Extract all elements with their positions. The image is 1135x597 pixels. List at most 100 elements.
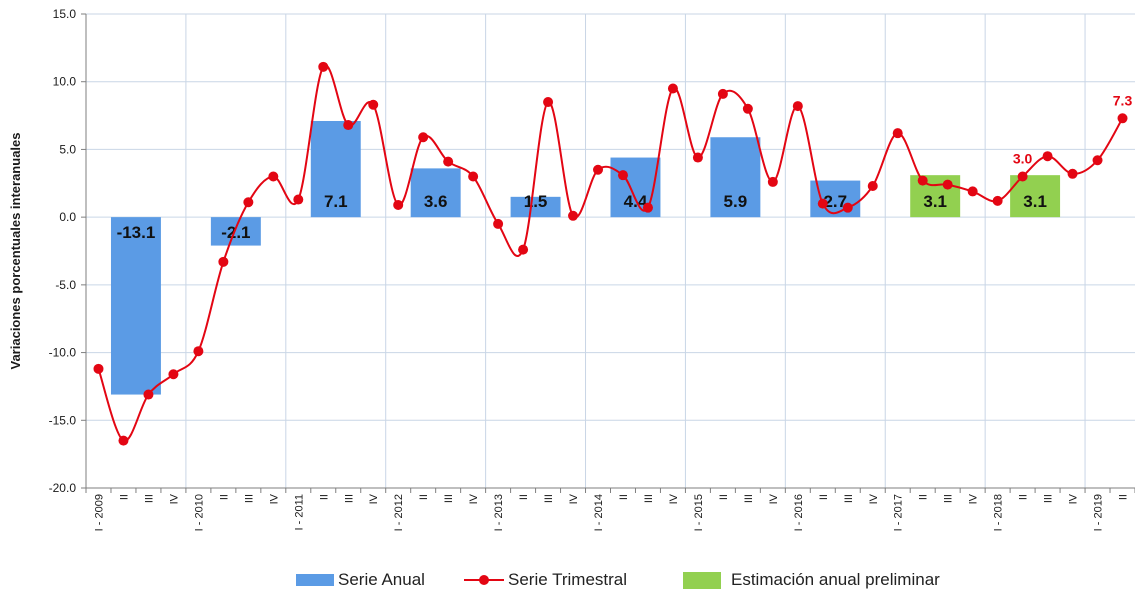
quarterly-point-14 bbox=[443, 156, 454, 167]
annual-bar-label-2012: 3.6 bbox=[424, 192, 448, 211]
x-tick-label: IV bbox=[268, 493, 280, 504]
annual-bar-label-2018: 3.1 bbox=[1023, 192, 1047, 211]
annual-bar-label-2013: 1.5 bbox=[524, 192, 548, 211]
x-tick-label: III bbox=[343, 494, 355, 503]
legend-item-serie-trimestral: Serie Trimestral bbox=[464, 570, 627, 590]
quarterly-point-37 bbox=[1017, 171, 1028, 182]
x-tick-label: II bbox=[1118, 494, 1130, 500]
quarterly-point-23 bbox=[667, 83, 678, 94]
annual-bar-2009 bbox=[110, 217, 161, 395]
quarterly-point-12 bbox=[393, 199, 404, 210]
legend-swatch-preliminar bbox=[683, 571, 721, 589]
quarterly-point-32 bbox=[892, 128, 903, 139]
legend-label-anual: Serie Anual bbox=[338, 570, 425, 589]
annual-bar-label-2017: 3.1 bbox=[923, 192, 947, 211]
annual-bar-2011 bbox=[310, 120, 361, 218]
y-tick-label: -20.0 bbox=[49, 481, 77, 495]
y-tick-label: 10.0 bbox=[53, 75, 77, 89]
x-tick-label: II bbox=[118, 494, 130, 500]
x-tick-label: I - 2014 bbox=[593, 494, 605, 531]
x-tick-label: II bbox=[918, 494, 930, 500]
y-tick-label: -15.0 bbox=[49, 413, 77, 427]
quarterly-point-36 bbox=[992, 195, 1003, 206]
quarterly-point-17 bbox=[518, 244, 529, 255]
x-tick-label: II bbox=[818, 494, 830, 500]
x-tick-label: I - 2009 bbox=[93, 494, 105, 531]
quarterly-point-13 bbox=[418, 132, 429, 143]
x-tick-label: III bbox=[1043, 494, 1055, 503]
x-tick-label: II bbox=[418, 494, 430, 500]
x-tick-label: I - 2012 bbox=[393, 494, 405, 531]
quarterly-point-11 bbox=[368, 99, 379, 110]
x-tick-label: I - 2018 bbox=[993, 494, 1005, 531]
annual-bar-label-2009: -13.1 bbox=[117, 223, 156, 242]
annual-bar-2010 bbox=[210, 217, 261, 246]
quarterly-point-18 bbox=[543, 97, 554, 108]
x-tick-label: II bbox=[318, 494, 330, 500]
annual-bar-label-2016: 2.7 bbox=[823, 192, 847, 211]
x-tick-label: II bbox=[218, 494, 230, 500]
quarterly-point-38 bbox=[1042, 151, 1053, 162]
x-tick-label: III bbox=[443, 494, 455, 503]
x-tick-label: IV bbox=[168, 493, 180, 504]
quarterly-point-35 bbox=[967, 186, 978, 197]
quarterly-point-28 bbox=[792, 101, 803, 112]
legend-label-trimestral: Serie Trimestral bbox=[508, 570, 628, 589]
quarterly-point-8 bbox=[293, 194, 304, 205]
quarterly-point-19 bbox=[568, 210, 579, 221]
x-tick-label: I - 2015 bbox=[693, 494, 705, 531]
quarterly-point-4 bbox=[193, 346, 204, 357]
quarterly-point-20 bbox=[593, 164, 604, 175]
quarterly-point-22 bbox=[642, 202, 653, 213]
x-tick-label: III bbox=[643, 494, 655, 503]
quarterly-point-16 bbox=[493, 218, 504, 229]
quarterly-point-label: 3.0 bbox=[1013, 151, 1033, 167]
x-tick-label: II bbox=[618, 494, 630, 500]
x-tick-label: IV bbox=[1068, 493, 1080, 504]
x-tick-label: IV bbox=[668, 493, 680, 504]
quarterly-point-27 bbox=[767, 176, 778, 187]
annual-bar-label-2011: 7.1 bbox=[324, 192, 348, 211]
quarterly-point-30 bbox=[842, 202, 853, 213]
y-axis-title: Variaciones porcentuales interanuales bbox=[8, 133, 23, 370]
quarterly-point-15 bbox=[468, 171, 479, 182]
quarterly-point-10 bbox=[343, 120, 354, 131]
quarterly-point-34 bbox=[942, 179, 953, 190]
x-tick-label: III bbox=[843, 494, 855, 503]
quarterly-point-label: 7.3 bbox=[1113, 92, 1133, 108]
x-tick-label: II bbox=[518, 494, 530, 500]
y-tick-label: 0.0 bbox=[59, 210, 76, 224]
quarterly-point-0 bbox=[93, 363, 104, 374]
quarterly-point-29 bbox=[817, 198, 828, 209]
annual-bar-2013 bbox=[510, 196, 561, 218]
y-tick-label: -5.0 bbox=[55, 278, 76, 292]
x-tick-label: III bbox=[243, 494, 255, 503]
x-tick-label: III bbox=[543, 494, 555, 503]
y-tick-label: -10.0 bbox=[49, 346, 77, 360]
x-tick-label: IV bbox=[768, 493, 780, 504]
x-tick-label: III bbox=[143, 494, 155, 503]
annual-bar-2012 bbox=[410, 168, 461, 218]
annual-bar-2015 bbox=[710, 137, 761, 218]
x-tick-label: IV bbox=[368, 493, 380, 504]
y-tick-label: 15.0 bbox=[53, 7, 77, 21]
x-tick-label: IV bbox=[968, 493, 980, 504]
quarterly-point-2 bbox=[143, 389, 154, 400]
quarterly-point-25 bbox=[717, 88, 728, 99]
quarterly-point-3 bbox=[168, 369, 179, 380]
legend-swatch-anual bbox=[296, 574, 334, 586]
x-tick-label: I - 2017 bbox=[893, 494, 905, 531]
quarterly-point-7 bbox=[268, 171, 279, 182]
quarterly-point-6 bbox=[243, 197, 254, 208]
legend: Serie Anual Serie Trimestral Estimación … bbox=[0, 570, 1135, 596]
quarterly-point-1 bbox=[118, 435, 129, 446]
x-tick-label: III bbox=[943, 494, 955, 503]
x-tick-label: I - 2011 bbox=[293, 494, 305, 531]
quarterly-point-33 bbox=[917, 175, 928, 186]
x-tick-label: IV bbox=[568, 493, 580, 504]
quarterly-point-41 bbox=[1117, 113, 1128, 124]
quarterly-series-line bbox=[97, 64, 1124, 442]
quarterly-point-24 bbox=[692, 152, 703, 163]
annual-bar-label-2015: 5.9 bbox=[724, 192, 748, 211]
